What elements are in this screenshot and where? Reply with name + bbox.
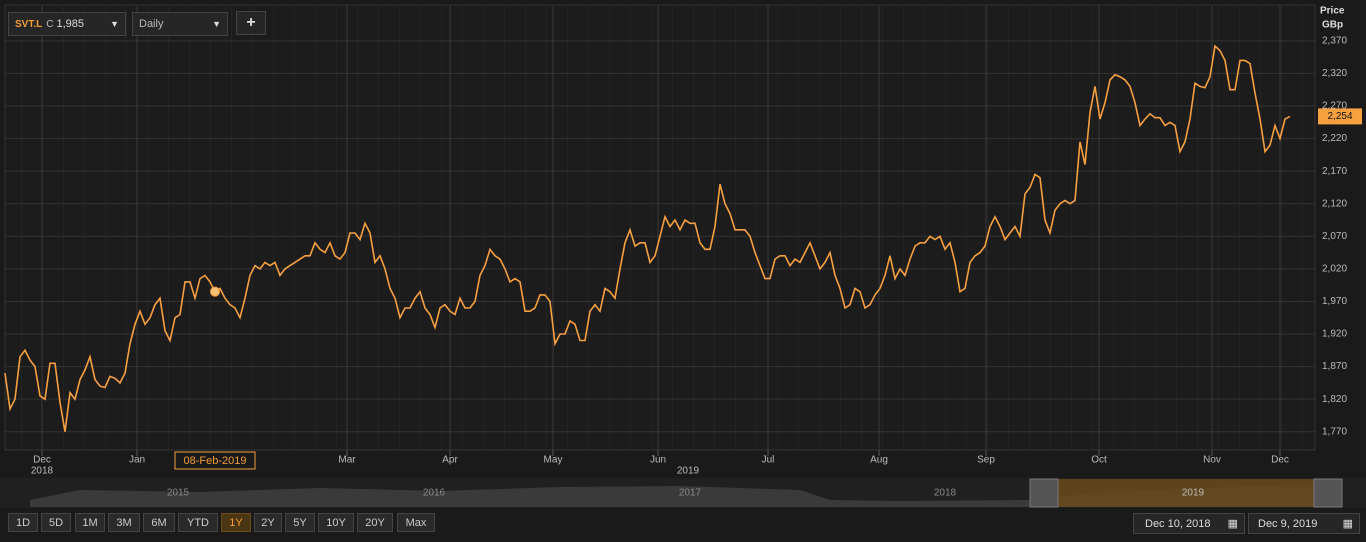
navigator-area bbox=[30, 484, 1315, 507]
y-tick-label: 2,220 bbox=[1322, 133, 1347, 144]
x-tick-label: Aug bbox=[870, 455, 888, 466]
x-tick-label: Apr bbox=[442, 455, 458, 466]
navigator-year: 2016 bbox=[423, 488, 446, 499]
x-tick-label: Jun bbox=[650, 455, 666, 466]
navigator-handle[interactable] bbox=[1313, 478, 1343, 508]
axis-label: GBp bbox=[1322, 20, 1343, 31]
y-tick-label: 2,320 bbox=[1322, 68, 1347, 79]
range-button[interactable]: 1D bbox=[8, 513, 38, 532]
range-button[interactable]: 1Y bbox=[221, 513, 251, 532]
crosshair-date: 08-Feb-2019 bbox=[184, 455, 247, 467]
range-button[interactable]: Max bbox=[397, 513, 435, 532]
x-tick-label: Jan bbox=[129, 455, 145, 466]
x-tick-label: Dec bbox=[1271, 455, 1289, 466]
date-from[interactable]: Dec 10, 2018 ▦ bbox=[1133, 513, 1245, 534]
range-button[interactable]: YTD bbox=[178, 513, 218, 532]
y-tick-label: 2,270 bbox=[1322, 101, 1347, 112]
y-tick-label: 2,120 bbox=[1322, 198, 1347, 209]
price: 1,985 bbox=[56, 18, 84, 30]
range-button[interactable]: 10Y bbox=[318, 513, 354, 532]
x-tick-label: Dec bbox=[33, 455, 51, 466]
year-label: 2018 bbox=[31, 466, 54, 477]
interval-select[interactable]: Daily ▼ bbox=[132, 12, 228, 36]
range-button[interactable]: 3M bbox=[108, 513, 140, 532]
x-tick-label: Oct bbox=[1091, 455, 1107, 466]
navigator-handle[interactable] bbox=[1029, 478, 1059, 508]
chart: Price GBp 2015 2016 2017 2018 2019 1,770… bbox=[4, 4, 1362, 508]
y-tick-label: 2,070 bbox=[1322, 231, 1347, 242]
navigator-year: 2017 bbox=[679, 488, 702, 499]
dropdown-arrow: ▼ bbox=[110, 19, 119, 29]
y-tick-label: 2,370 bbox=[1322, 35, 1347, 46]
last-price-tag bbox=[1318, 108, 1362, 125]
price-prefix: C bbox=[46, 18, 54, 30]
navigator-year: 2018 bbox=[934, 488, 957, 499]
y-tick-label: 2,170 bbox=[1322, 166, 1347, 177]
range-button[interactable]: 5D bbox=[41, 513, 71, 532]
range-button[interactable]: 20Y bbox=[357, 513, 393, 532]
date-text: Dec 10, 2018 bbox=[1145, 517, 1211, 530]
x-tick-label: Mar bbox=[338, 455, 356, 466]
add-button[interactable]: + bbox=[236, 11, 266, 35]
calendar-icon: ▦ bbox=[1342, 518, 1353, 530]
crosshair-point bbox=[210, 286, 220, 297]
range-button[interactable]: 1M bbox=[75, 513, 105, 532]
date-text: Dec 9, 2019 bbox=[1258, 517, 1318, 530]
year-label: 2019 bbox=[677, 466, 700, 477]
interval: Daily bbox=[139, 18, 164, 30]
x-tick-label: Jul bbox=[762, 455, 775, 466]
dropdown-arrow: ▼ bbox=[212, 19, 221, 29]
range-button[interactable]: 6M bbox=[143, 513, 175, 532]
range-button[interactable]: 2Y bbox=[254, 513, 282, 532]
date-to[interactable]: Dec 9, 2019 ▦ bbox=[1248, 513, 1360, 534]
y-tick-label: 1,920 bbox=[1322, 329, 1347, 340]
last-price-label: 2,254 bbox=[1327, 111, 1352, 122]
navigator-year: 2019 bbox=[1182, 488, 1205, 499]
axis-label: Price bbox=[1320, 6, 1345, 17]
y-tick-label: 1,970 bbox=[1322, 296, 1347, 307]
y-tick-label: 2,020 bbox=[1322, 264, 1347, 275]
crosshair-date-box bbox=[174, 451, 256, 470]
calendar-icon: ▦ bbox=[1227, 518, 1238, 530]
y-tick-label: 1,870 bbox=[1322, 361, 1347, 372]
navigator-year: 2015 bbox=[167, 488, 190, 499]
symbol: SVT.L bbox=[15, 18, 43, 30]
symbol-select[interactable]: SVT.L C 1,985 ▼ bbox=[8, 12, 126, 36]
y-tick-label: 1,770 bbox=[1322, 426, 1347, 437]
navigator-selection[interactable] bbox=[1058, 479, 1314, 507]
x-tick-label: Sep bbox=[977, 455, 995, 466]
y-tick-label: 1,820 bbox=[1322, 394, 1347, 405]
x-tick-label: Nov bbox=[1203, 455, 1221, 466]
minor-grid bbox=[5, 5, 1315, 450]
x-tick-label: May bbox=[544, 455, 563, 466]
range-button[interactable]: 5Y bbox=[285, 513, 315, 532]
